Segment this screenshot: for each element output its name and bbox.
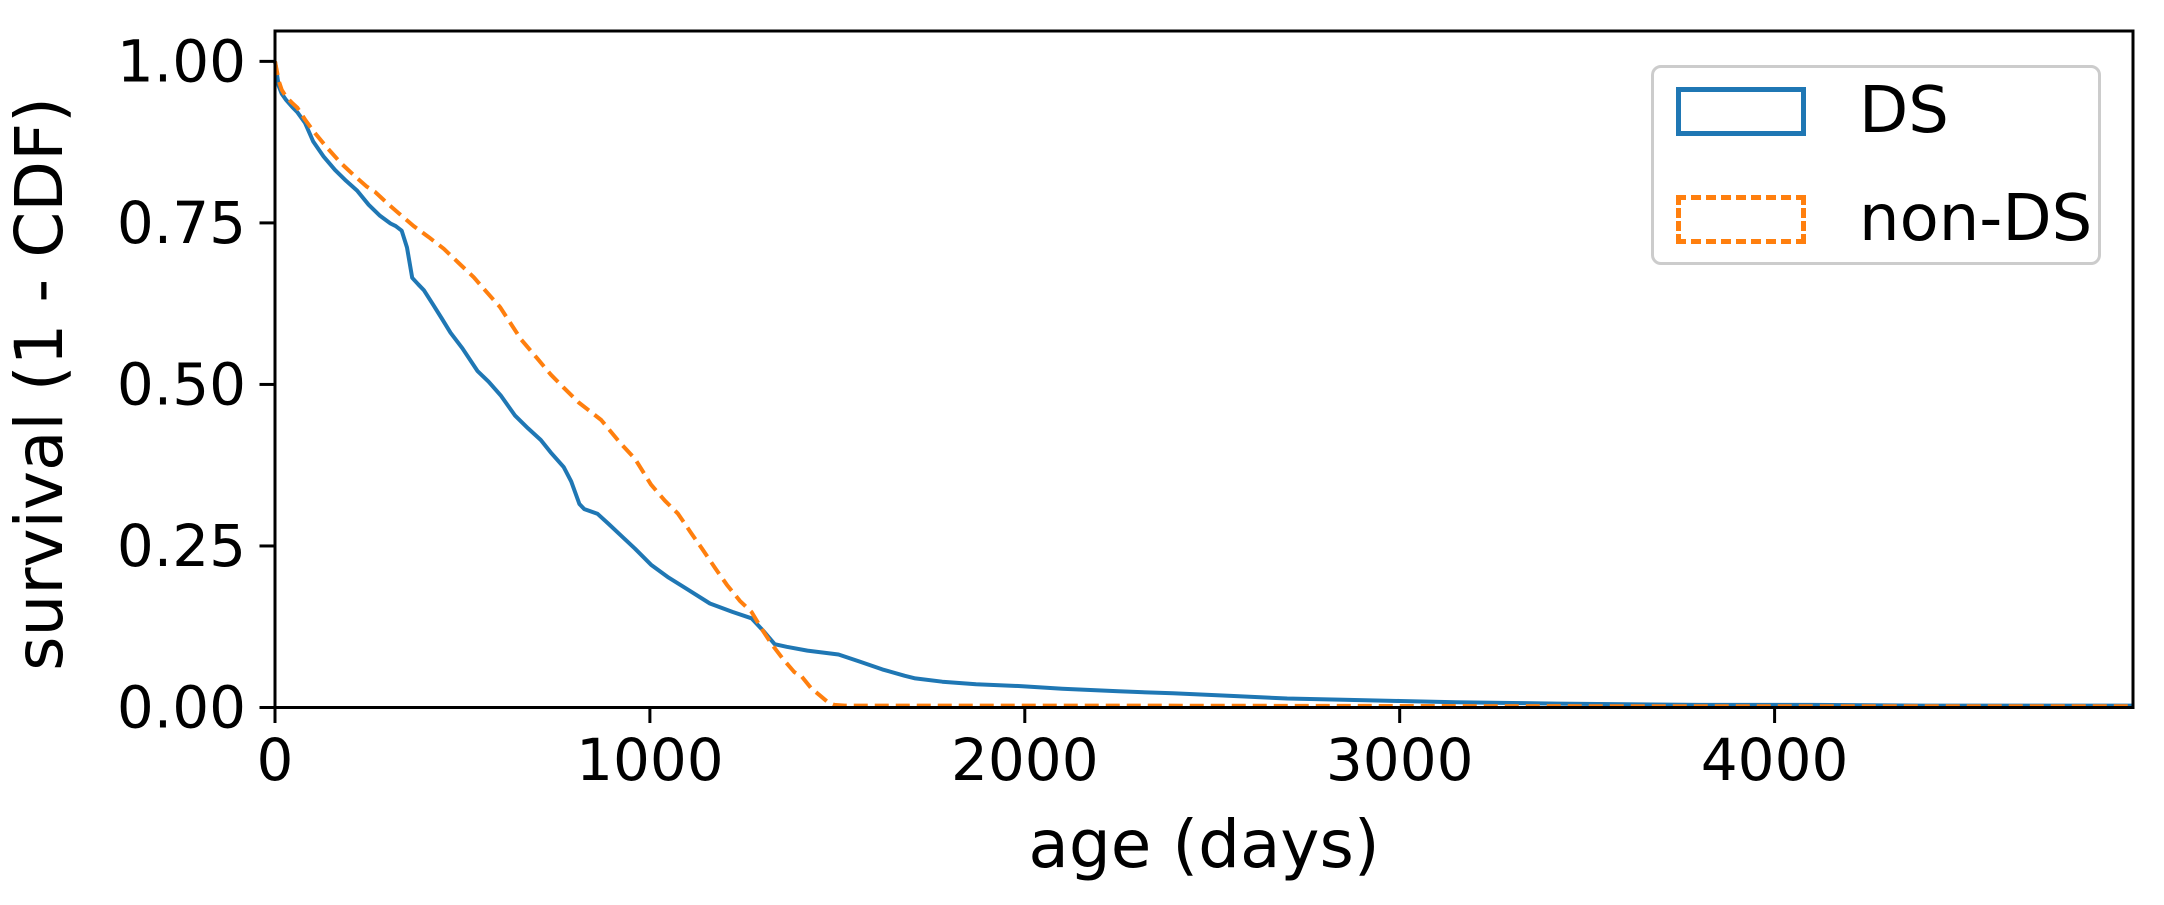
- series-line-ds: [273, 61, 2133, 708]
- y-tick-label: 0.25: [117, 512, 246, 580]
- x-tick-label: 2000: [951, 726, 1099, 794]
- plot-border: [273, 29, 2135, 709]
- x-tick-label: 0: [257, 726, 294, 794]
- legend-label-non-ds: non-DS: [1859, 182, 2093, 256]
- y-axis-label: survival (1 - CDF): [1, 97, 78, 671]
- x-tick-label: 3000: [1326, 726, 1474, 794]
- legend-swatch-non-ds-icon: [1676, 194, 1806, 244]
- legend-entry-non-ds: non-DS: [1676, 187, 2098, 251]
- legend-entry-ds: DS: [1676, 79, 2098, 143]
- y-tick-label: 1.00: [117, 27, 246, 95]
- series-line-non-ds: [273, 61, 2133, 709]
- legend-swatch-ds-icon: [1676, 86, 1806, 136]
- y-tick-label: 0.50: [117, 350, 246, 418]
- x-axis-label: age (days): [1028, 806, 1380, 883]
- legend: DS non-DS: [1651, 65, 2101, 265]
- y-tick-label: 0.75: [117, 189, 246, 257]
- legend-label-ds: DS: [1859, 74, 1949, 148]
- x-tick-label: 4000: [1701, 726, 1849, 794]
- y-tick-label: 0.00: [117, 674, 246, 742]
- x-tick-label: 1000: [576, 726, 724, 794]
